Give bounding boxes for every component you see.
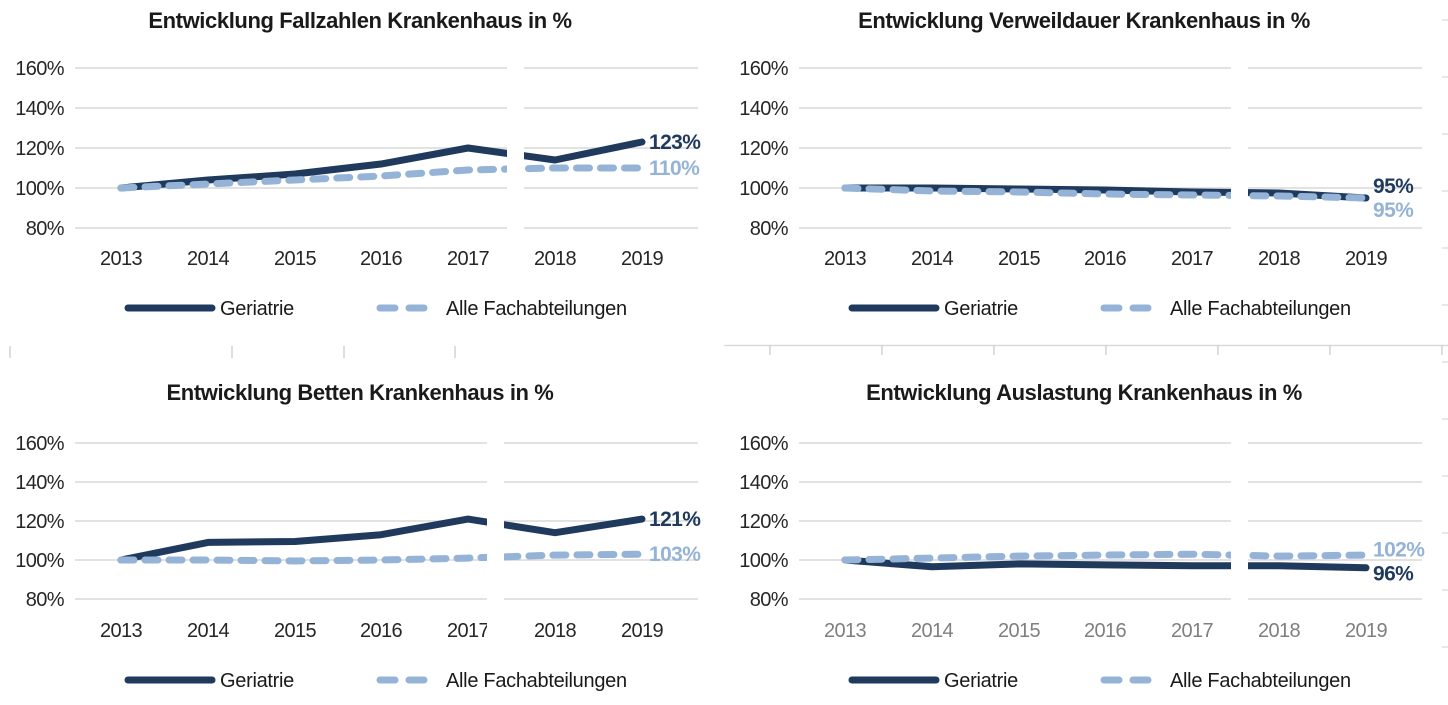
chart-verweildauer-canvas: Entwicklung Verweildauer Krankenhaus in … xyxy=(739,8,1422,320)
chart-betten: Entwicklung Betten Krankenhaus in % 160% 1… xyxy=(0,350,724,700)
x-axis-year-label: 2016 xyxy=(1084,248,1127,270)
chart-title: Entwicklung Betten Krankenhaus in % xyxy=(167,380,554,405)
x-axis-year-label: 2018 xyxy=(1258,620,1301,642)
series-line-alle-fachabteilungen xyxy=(117,164,646,192)
y-axis-tick-label: 100% xyxy=(739,550,789,572)
chart-title: Entwicklung Verweildauer Krankenhaus in … xyxy=(858,8,1310,33)
x-axis-year-label: 2015 xyxy=(998,620,1041,642)
legend-label-geriatrie: Geriatrie xyxy=(944,298,1018,320)
x-axis-year-label: 2019 xyxy=(1345,620,1388,642)
y-axis-tick-label: 120% xyxy=(739,138,789,160)
x-axis-year-label: 2017 xyxy=(447,248,490,270)
legend-label-geriatrie: Geriatrie xyxy=(220,298,294,320)
y-axis-tick-label: 80% xyxy=(26,589,65,611)
y-axis-tick-label: 100% xyxy=(15,550,65,572)
legend-label-alle-fachabteilungen: Alle Fachabteilungen xyxy=(1170,670,1351,692)
series-break-band xyxy=(487,434,504,649)
chart-verweildauer: Entwicklung Verweildauer Krankenhaus in … xyxy=(724,0,1448,350)
x-axis-year-label: 2017 xyxy=(447,620,490,642)
x-axis-year-label: 2019 xyxy=(621,620,664,642)
x-axis-year-label: 2015 xyxy=(274,620,317,642)
x-axis-year-label: 2018 xyxy=(1258,248,1301,270)
x-axis-year-label: 2013 xyxy=(100,248,143,270)
x-axis-year-label: 2013 xyxy=(824,620,867,642)
y-axis-tick-label: 120% xyxy=(15,138,65,160)
chart-auslastung-canvas: Entwicklung Auslastung Krankenhaus in % 1… xyxy=(739,380,1426,692)
x-axis-year-label: 2015 xyxy=(998,248,1041,270)
end-label-geriatrie: 95% xyxy=(1373,175,1414,198)
y-axis-tick-label: 80% xyxy=(750,589,789,611)
x-axis-year-label: 2013 xyxy=(100,620,143,642)
y-axis-tick-label: 160% xyxy=(15,433,65,455)
legend-label-alle-fachabteilungen: Alle Fachabteilungen xyxy=(1170,298,1351,320)
y-axis-tick-label: 160% xyxy=(15,58,65,80)
end-label-alle-fachabteilungen: 110% xyxy=(649,157,700,180)
chart-auslastung: Entwicklung Auslastung Krankenhaus in % 1… xyxy=(724,350,1448,700)
x-axis-year-label: 2014 xyxy=(911,620,954,642)
series-line-alle-fachabteilungen xyxy=(841,184,1370,202)
chart-title: Entwicklung Fallzahlen Krankenhaus in % xyxy=(148,8,571,33)
y-axis-tick-label: 140% xyxy=(739,472,789,494)
x-axis-year-label: 2014 xyxy=(187,248,230,270)
x-axis-year-label: 2015 xyxy=(274,248,317,270)
chart-fallzahlen: Entwicklung Fallzahlen Krankenhaus in % 1… xyxy=(0,0,724,350)
x-axis-year-label: 2017 xyxy=(1171,620,1214,642)
y-axis-tick-label: 120% xyxy=(739,511,789,533)
end-label-geriatrie: 96% xyxy=(1373,562,1414,585)
y-axis-tick-label: 100% xyxy=(739,178,789,200)
chart-fallzahlen-canvas: Entwicklung Fallzahlen Krankenhaus in % 1… xyxy=(15,8,702,320)
series-line-geriatrie xyxy=(841,556,1370,572)
series-break-band xyxy=(1231,59,1248,237)
x-axis-year-label: 2018 xyxy=(534,248,577,270)
series-line-geriatrie xyxy=(117,138,646,192)
y-axis-tick-label: 80% xyxy=(26,218,65,240)
x-axis-year-label: 2016 xyxy=(1084,620,1127,642)
y-axis-tick-label: 160% xyxy=(739,433,789,455)
x-axis-year-label: 2016 xyxy=(360,620,403,642)
chart-title: Entwicklung Auslastung Krankenhaus in % xyxy=(866,380,1302,405)
legend-label-geriatrie: Geriatrie xyxy=(220,670,294,692)
series-line-geriatrie xyxy=(117,515,646,564)
series-break-band xyxy=(1231,434,1248,608)
chart-betten-canvas: Entwicklung Betten Krankenhaus in % 160% 1… xyxy=(15,380,702,692)
x-axis-year-label: 2019 xyxy=(621,248,664,270)
x-axis-year-label: 2013 xyxy=(824,248,867,270)
end-label-alle-fachabteilungen: 95% xyxy=(1373,199,1414,222)
legend-label-alle-fachabteilungen: Alle Fachabteilungen xyxy=(446,670,627,692)
x-axis-year-label: 2014 xyxy=(187,620,230,642)
x-axis-year-label: 2017 xyxy=(1171,248,1214,270)
legend-label-geriatrie: Geriatrie xyxy=(944,670,1018,692)
legend-label-alle-fachabteilungen: Alle Fachabteilungen xyxy=(446,298,627,320)
end-label-geriatrie: 123% xyxy=(649,131,701,154)
x-axis-year-label: 2014 xyxy=(911,248,954,270)
y-axis-tick-label: 140% xyxy=(15,98,65,120)
series-line-alle-fachabteilungen xyxy=(117,550,646,565)
y-axis-tick-label: 140% xyxy=(739,98,789,120)
x-axis-year-label: 2016 xyxy=(360,248,403,270)
y-axis-tick-label: 120% xyxy=(15,511,65,533)
y-axis-tick-label: 160% xyxy=(739,58,789,80)
y-axis-tick-label: 100% xyxy=(15,178,65,200)
x-axis-year-label: 2019 xyxy=(1345,248,1388,270)
end-label-alle-fachabteilungen: 103% xyxy=(649,543,701,566)
x-axis-year-label: 2018 xyxy=(534,620,577,642)
end-label-geriatrie: 121% xyxy=(649,508,701,531)
series-line-alle-fachabteilungen xyxy=(841,550,1370,564)
end-label-alle-fachabteilungen: 102% xyxy=(1373,538,1425,561)
y-axis-tick-label: 80% xyxy=(750,218,789,240)
series-break-band xyxy=(507,59,524,237)
y-axis-tick-label: 140% xyxy=(15,472,65,494)
